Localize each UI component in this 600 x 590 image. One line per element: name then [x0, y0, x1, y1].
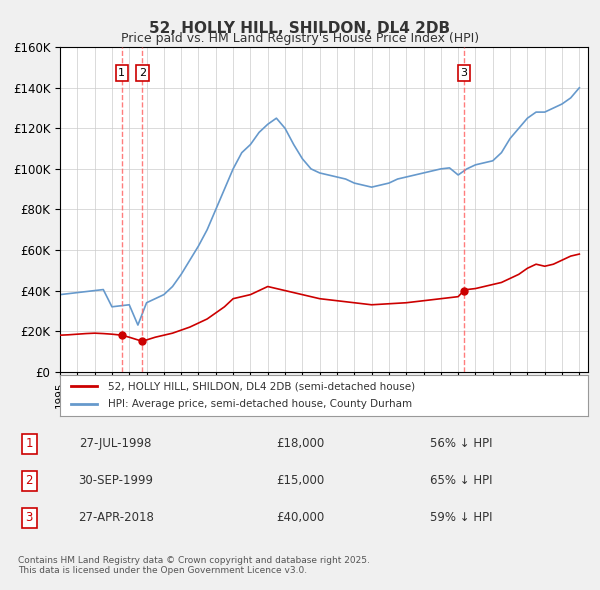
Text: 30-SEP-1999: 30-SEP-1999	[78, 474, 153, 487]
Text: £18,000: £18,000	[276, 437, 324, 450]
Text: 27-JUL-1998: 27-JUL-1998	[79, 437, 152, 450]
Text: Price paid vs. HM Land Registry's House Price Index (HPI): Price paid vs. HM Land Registry's House …	[121, 32, 479, 45]
Text: 3: 3	[460, 68, 467, 78]
Text: 59% ↓ HPI: 59% ↓ HPI	[430, 511, 493, 524]
Text: 2: 2	[139, 68, 146, 78]
Text: 56% ↓ HPI: 56% ↓ HPI	[430, 437, 493, 450]
Text: £40,000: £40,000	[276, 511, 324, 524]
Text: 52, HOLLY HILL, SHILDON, DL4 2DB: 52, HOLLY HILL, SHILDON, DL4 2DB	[149, 21, 451, 35]
Text: 1: 1	[26, 437, 33, 450]
Text: 3: 3	[26, 511, 33, 524]
Text: Contains HM Land Registry data © Crown copyright and database right 2025.
This d: Contains HM Land Registry data © Crown c…	[18, 556, 370, 575]
Text: £15,000: £15,000	[276, 474, 324, 487]
Text: 52, HOLLY HILL, SHILDON, DL4 2DB (semi-detached house): 52, HOLLY HILL, SHILDON, DL4 2DB (semi-d…	[107, 381, 415, 391]
Text: 2: 2	[26, 474, 33, 487]
Text: HPI: Average price, semi-detached house, County Durham: HPI: Average price, semi-detached house,…	[107, 399, 412, 409]
Text: 65% ↓ HPI: 65% ↓ HPI	[430, 474, 493, 487]
Text: 27-APR-2018: 27-APR-2018	[78, 511, 154, 524]
Text: 1: 1	[118, 68, 125, 78]
